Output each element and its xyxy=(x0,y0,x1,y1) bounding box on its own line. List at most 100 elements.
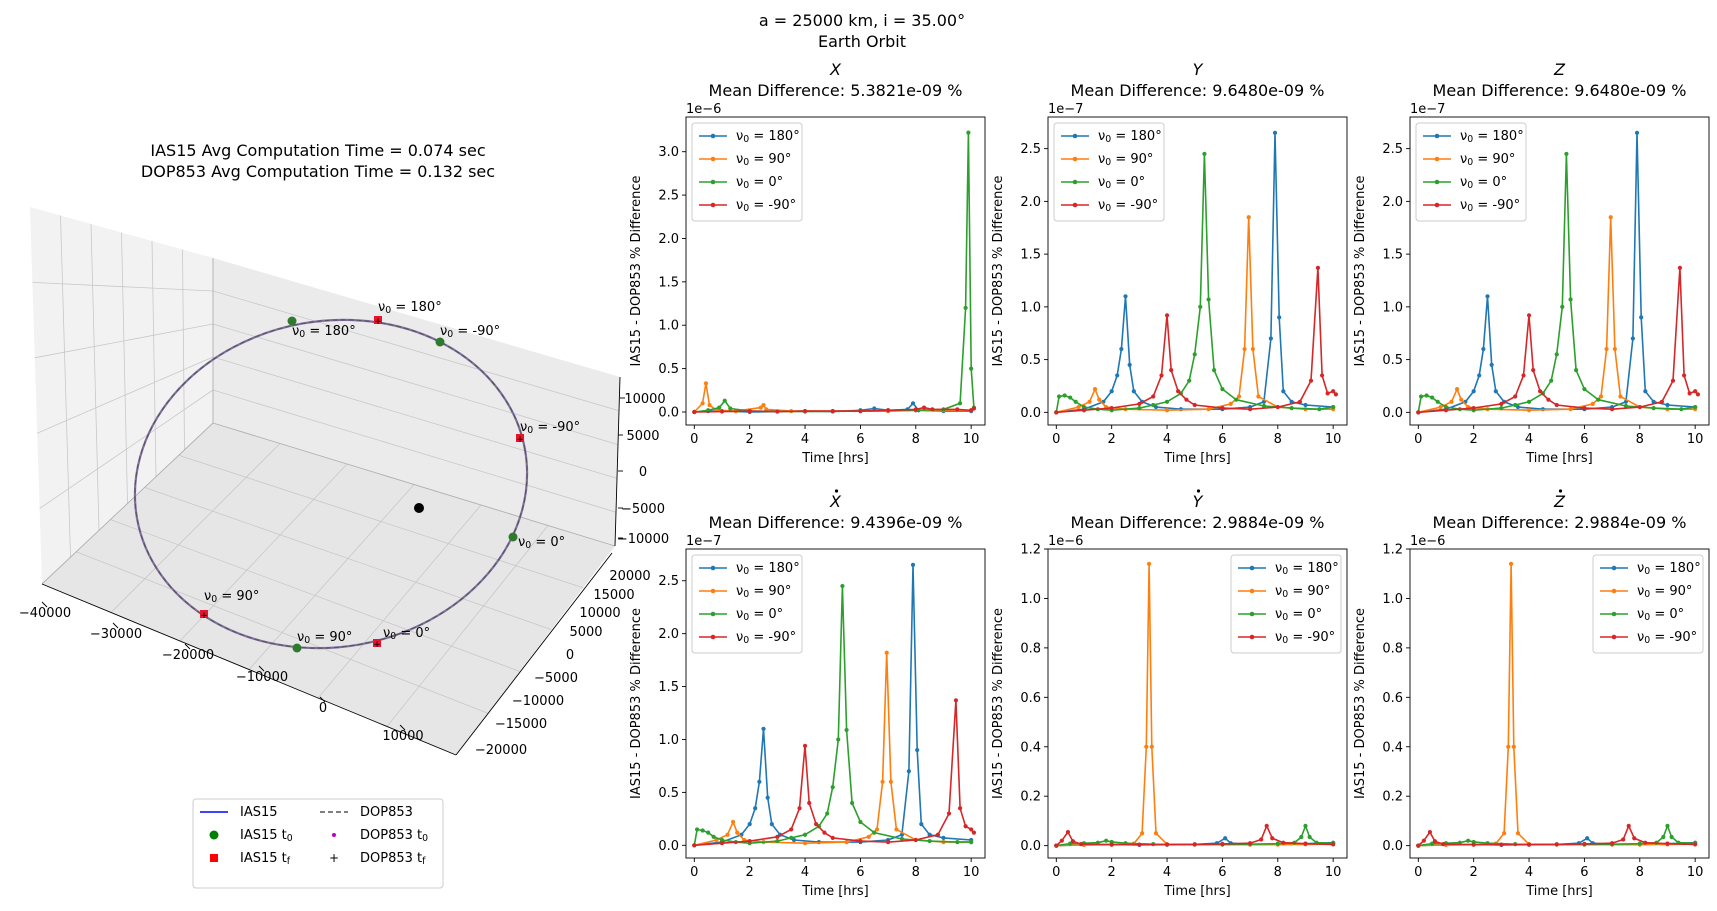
orbit-point-label: ν0 = -90° xyxy=(440,324,500,340)
panel-title-mean-difference: Mean Difference: 9.6480e-09 % xyxy=(1071,81,1325,100)
legend-box xyxy=(691,554,803,654)
orbit-point-label: ν0 = 90° xyxy=(204,589,259,605)
series-point xyxy=(802,409,808,414)
series-point xyxy=(1109,842,1114,847)
series-point xyxy=(1164,399,1170,404)
series-point xyxy=(1449,399,1454,404)
series-point xyxy=(872,830,877,835)
series-point xyxy=(711,834,716,839)
legend-entry-label: IAS15 xyxy=(240,805,278,820)
time-derivative-dot xyxy=(834,489,839,493)
series-point xyxy=(692,843,697,848)
series-point xyxy=(1097,397,1102,402)
time-derivative-dot xyxy=(1558,489,1563,493)
panel-title-mean-difference: Mean Difference: 9.4396e-09 % xyxy=(709,513,963,532)
series-point xyxy=(722,398,727,403)
legend-entry-label: ν0 = -90° xyxy=(1098,198,1158,214)
series-point xyxy=(830,784,835,790)
orbit-point-label: ν0 = -90° xyxy=(520,420,580,436)
y-offset-text: 1e−6 xyxy=(1410,534,1445,549)
series-point xyxy=(1610,407,1615,412)
legend-swatch-marker xyxy=(1434,202,1440,208)
series-point xyxy=(969,366,974,371)
series-point xyxy=(1250,346,1255,352)
series-point xyxy=(775,838,780,844)
series-point xyxy=(1454,387,1460,392)
x-tick-label: 10 xyxy=(1325,432,1342,447)
earth-center-marker xyxy=(414,503,424,513)
series-point xyxy=(1598,394,1604,399)
series-point xyxy=(1665,841,1670,846)
series-point xyxy=(1661,834,1666,840)
series-point xyxy=(1333,392,1339,397)
series-point xyxy=(913,407,918,412)
legend-entry-label: DOP853 xyxy=(360,805,413,820)
y-tick-label: 20000 xyxy=(609,569,650,584)
series-point xyxy=(807,800,812,806)
series-point xyxy=(1270,836,1275,841)
series-legend: ν0 = 180° ν0 = 90° ν0 = 0° ν0 = -90° xyxy=(1053,122,1165,222)
panel-3: Z Mean Difference: 9.6480e-09 % 1e−7 0 2 4 6 8 1… xyxy=(1353,60,1710,466)
legend-entry-label: ν0 = 90° xyxy=(1460,152,1515,168)
legend-entry-label: ν0 = 90° xyxy=(736,152,791,168)
series-point xyxy=(1140,831,1145,836)
panel-title-variable: X xyxy=(829,492,842,511)
grid-line xyxy=(32,282,214,292)
series-point xyxy=(1303,823,1308,828)
series-point xyxy=(1526,399,1532,404)
series-point xyxy=(758,405,763,410)
x-axis-label: Time [hrs] xyxy=(801,884,868,899)
panel-1: X Mean Difference: 5.3821e-09 % 1e−6 0 2 4 6 8 1… xyxy=(629,60,986,466)
panel-2: Y Mean Difference: 9.6480e-09 % 1e−7 0 2 4 6 8 1… xyxy=(991,60,1348,466)
y-tick-label: 0.2 xyxy=(1382,790,1403,805)
series-point xyxy=(1087,399,1092,404)
series-point xyxy=(1554,402,1559,408)
x-tick-label: −30000 xyxy=(90,627,142,642)
legend-swatch-marker xyxy=(1611,565,1617,571)
series-line-0 xyxy=(1418,132,1696,414)
grid-line xyxy=(37,356,214,434)
series-point xyxy=(1637,841,1642,846)
series-line-0 xyxy=(1056,132,1334,414)
series-point xyxy=(1471,406,1476,411)
y-tick-label: 2.0 xyxy=(658,232,679,247)
y-tick-label: 0.0 xyxy=(1382,406,1403,421)
pane-edge xyxy=(212,422,616,547)
axes-frame xyxy=(685,548,986,859)
series-point xyxy=(1146,561,1152,566)
series-point xyxy=(1187,378,1192,383)
series-point xyxy=(1184,397,1189,402)
pane-left xyxy=(30,207,213,584)
series-point xyxy=(1693,842,1698,847)
y-tick-label: 0.5 xyxy=(658,362,679,377)
legend-entry-label: ν0 = -90° xyxy=(1637,630,1697,646)
legend-swatch-marker xyxy=(1434,133,1440,139)
series-point xyxy=(1164,842,1170,847)
series-legend: ν0 = 180° ν0 = 90° ν0 = 0° ν0 = -90° xyxy=(1230,554,1342,654)
orbit-3d-panel: IAS15 Avg Computation Time = 0.074 sec D… xyxy=(19,141,669,889)
series-point xyxy=(775,409,780,414)
series-group xyxy=(1416,561,1698,848)
y-tick-label: 0.0 xyxy=(658,839,679,854)
y-offset-text: 1e−6 xyxy=(686,102,721,117)
orbit-end-marker xyxy=(373,639,381,647)
x-tick-label: 6 xyxy=(1580,432,1588,447)
series-point xyxy=(1144,744,1149,749)
series-point xyxy=(1564,151,1569,157)
y-offset-text: 1e−7 xyxy=(1048,102,1083,117)
series-point xyxy=(1443,404,1449,410)
series-point xyxy=(836,737,841,742)
panel-6: Z Mean Difference: 2.9884e-09 % 1e−6 0 2 4 6 8 1… xyxy=(1353,489,1710,899)
series-point xyxy=(753,806,758,811)
series-point xyxy=(969,827,974,832)
y-tick-label: 5000 xyxy=(569,625,602,640)
series-point xyxy=(874,827,880,832)
series-point xyxy=(1669,834,1674,840)
series-group xyxy=(692,562,977,848)
series-point xyxy=(941,835,946,840)
series-point xyxy=(1303,402,1308,408)
time-derivative-dot xyxy=(1196,489,1201,493)
series-point xyxy=(1515,831,1521,836)
series-point xyxy=(1236,394,1242,399)
z-tick-label: 0 xyxy=(639,465,647,480)
